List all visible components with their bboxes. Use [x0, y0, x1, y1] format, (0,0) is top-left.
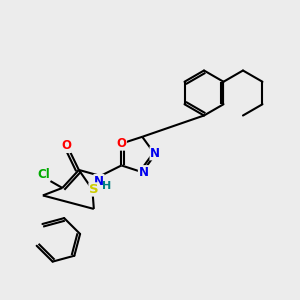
Text: O: O: [116, 137, 127, 150]
Text: H: H: [102, 181, 112, 190]
Text: N: N: [138, 166, 148, 179]
Text: Cl: Cl: [37, 168, 50, 181]
Text: N: N: [94, 175, 104, 188]
Text: S: S: [89, 183, 99, 196]
Text: O: O: [61, 140, 71, 152]
Text: N: N: [150, 147, 160, 160]
